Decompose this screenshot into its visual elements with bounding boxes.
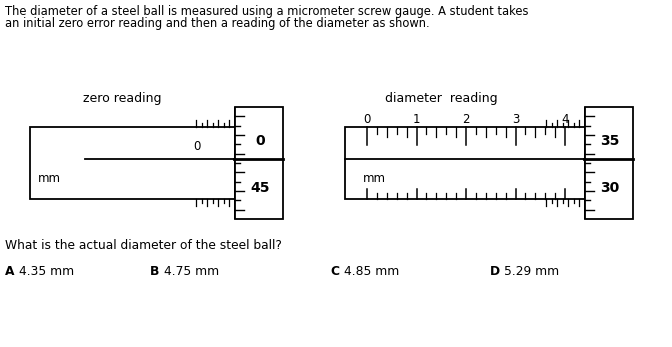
- Text: mm: mm: [38, 172, 61, 185]
- Bar: [235, 107, 283, 219]
- Text: mm: mm: [363, 172, 386, 185]
- Text: 1: 1: [413, 113, 420, 126]
- Text: B: B: [150, 265, 159, 278]
- Text: A: A: [5, 265, 15, 278]
- Text: 0: 0: [364, 113, 371, 126]
- Text: 30: 30: [600, 181, 620, 195]
- Text: 0: 0: [255, 134, 265, 147]
- Bar: [585, 107, 633, 219]
- Text: diameter  reading: diameter reading: [384, 92, 497, 105]
- Text: The diameter of a steel ball is measured using a micrometer screw gauge. A stude: The diameter of a steel ball is measured…: [5, 5, 528, 18]
- Text: 0: 0: [194, 141, 201, 153]
- Text: 2: 2: [462, 113, 470, 126]
- Text: an initial zero error reading and then a reading of the diameter as shown.: an initial zero error reading and then a…: [5, 17, 429, 30]
- Text: 35: 35: [600, 134, 620, 147]
- Text: 4.75 mm: 4.75 mm: [164, 265, 219, 278]
- Text: 4: 4: [561, 113, 569, 126]
- Text: D: D: [490, 265, 500, 278]
- Text: 4.35 mm: 4.35 mm: [19, 265, 74, 278]
- Bar: [345, 127, 585, 199]
- Text: What is the actual diameter of the steel ball?: What is the actual diameter of the steel…: [5, 239, 282, 252]
- Text: 4.85 mm: 4.85 mm: [344, 265, 399, 278]
- Text: zero reading: zero reading: [83, 92, 161, 105]
- Bar: [30, 127, 235, 199]
- Text: C: C: [330, 265, 339, 278]
- Text: 45: 45: [250, 181, 269, 195]
- Text: 5.29 mm: 5.29 mm: [504, 265, 559, 278]
- Text: 3: 3: [512, 113, 519, 126]
